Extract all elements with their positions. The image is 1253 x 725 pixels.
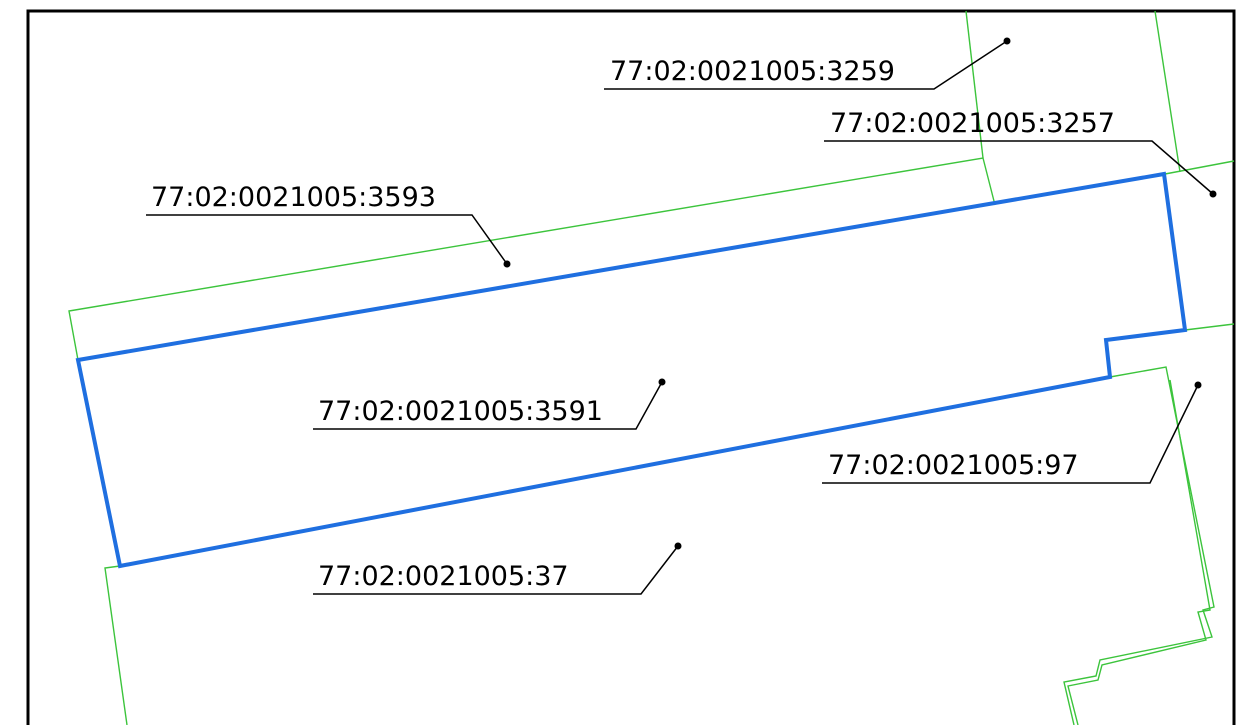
callout-37: 77:02:0021005:37 bbox=[313, 542, 682, 595]
parcel-boundary-3593[interactable] bbox=[68, 157, 996, 361]
callout-3591: 77:02:0021005:3591 bbox=[313, 378, 666, 430]
callout-3259: 77:02:0021005:3259 bbox=[604, 37, 1011, 90]
map-frame bbox=[26, 9, 1236, 725]
callout-3593: 77:02:0021005:3593 bbox=[146, 182, 511, 268]
callout-leader bbox=[822, 384, 1199, 484]
parcel-boundary-3257[interactable] bbox=[1164, 160, 1235, 175]
parcel-label-3257[interactable]: 77:02:0021005:3257 bbox=[830, 108, 1115, 139]
callout-leader bbox=[824, 140, 1214, 195]
callout-leader bbox=[313, 545, 679, 595]
callout-leader bbox=[146, 214, 508, 265]
parcel-boundary-37[interactable] bbox=[104, 565, 128, 725]
callout-3257: 77:02:0021005:3257 bbox=[824, 108, 1217, 198]
parcel-boundary-3591[interactable] bbox=[75, 171, 1188, 569]
parcel-label-3593[interactable]: 77:02:0021005:3593 bbox=[151, 182, 436, 213]
callout-leader bbox=[313, 381, 663, 430]
parcel-label-3591[interactable]: 77:02:0021005:3591 bbox=[318, 396, 603, 427]
parcel-boundary-3259-east[interactable] bbox=[1154, 10, 1181, 173]
parcel-boundary-3257-south[interactable] bbox=[1184, 323, 1235, 331]
parcel-label-97[interactable]: 77:02:0021005:97 bbox=[828, 450, 1079, 481]
callout-leader bbox=[604, 40, 1008, 90]
parcel-boundary-97-inner[interactable] bbox=[1067, 379, 1211, 725]
parcel-label-37[interactable]: 77:02:0021005:37 bbox=[318, 561, 569, 592]
neighbor-boundaries bbox=[68, 10, 1235, 725]
callout-97: 77:02:0021005:97 bbox=[822, 381, 1202, 484]
parcel-boundary-3259[interactable] bbox=[965, 10, 984, 159]
parcel-label-3259[interactable]: 77:02:0021005:3259 bbox=[610, 56, 895, 87]
